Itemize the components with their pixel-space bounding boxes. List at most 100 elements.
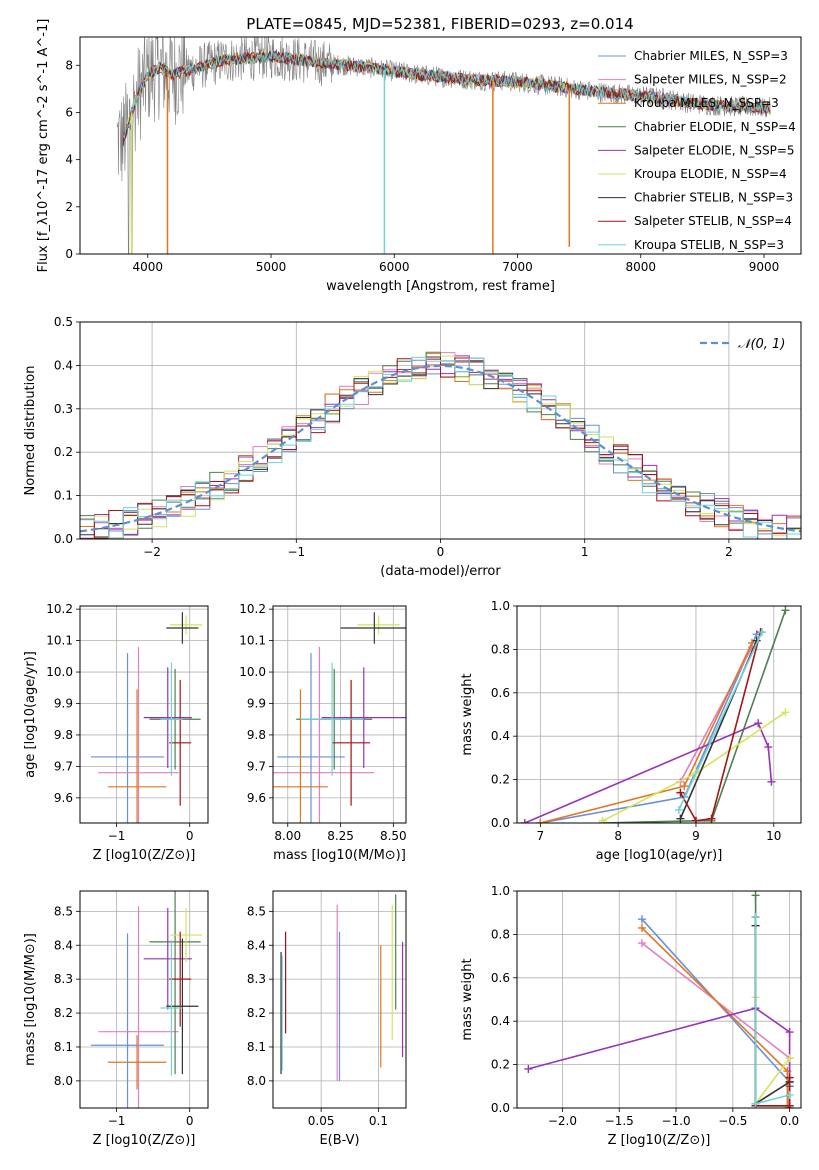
mass-weight-series-line xyxy=(754,895,791,1107)
y-tick-label: 8.3 xyxy=(247,972,266,986)
mass-weight-series-line xyxy=(602,610,787,823)
y-tick-label: 8.0 xyxy=(247,1074,266,1088)
y-tick-label: 0.6 xyxy=(491,971,510,985)
legend-label: Salpeter ELODIE, N_SSP=5 xyxy=(634,143,795,157)
y-tick-label: 9.8 xyxy=(54,728,73,742)
y-tick-label: 8.5 xyxy=(54,904,73,918)
mass-weight-point-marker xyxy=(637,923,646,932)
y-tick-label: 0.0 xyxy=(491,816,510,830)
legend-label: Kroupa MILES, N_SSP=3 xyxy=(634,96,779,110)
mass-weight-point-marker xyxy=(785,1073,794,1082)
mass-weight-point-marker xyxy=(524,1064,533,1073)
mass-weight-point-marker xyxy=(520,819,529,823)
y-tick-label: 10.2 xyxy=(46,602,73,616)
x-tick-label: −0.5 xyxy=(718,1114,747,1128)
y-tick-label: 4 xyxy=(65,153,73,167)
y-tick-label: 0.5 xyxy=(54,315,73,329)
y-axis-label: Normed distribution xyxy=(23,366,38,496)
y-tick-label: 9.6 xyxy=(247,791,266,805)
x-tick-label: 10 xyxy=(766,829,781,843)
x-tick-label: 7 xyxy=(537,829,545,843)
x-tick-label: 7000 xyxy=(502,260,533,274)
x-tick-label: 0 xyxy=(186,1114,194,1128)
x-tick-label: 8 xyxy=(614,829,622,843)
normal-reference-curve xyxy=(80,364,801,533)
x-tick-label: −1 xyxy=(108,829,126,843)
mass-weight-point-marker xyxy=(751,1099,760,1108)
y-tick-label: 8.4 xyxy=(247,938,266,952)
mass-weight-vs-age-panel: 7 8 9 10 0.0 0.2 0.4 0.6 0.8 1.0 age [log10(age/yr… xyxy=(460,599,802,863)
y-tick-label: 0.8 xyxy=(491,642,510,656)
y-axis-label: mass weight xyxy=(460,673,475,755)
mass-vs-metallicity-panel: −1 0 8.0 8.1 8.2 8.3 8.4 8.5 Z [log10(Z/Z⊙)] mass… xyxy=(23,890,209,1148)
y-tick-label: 6 xyxy=(65,105,73,119)
x-axis-label: age [log10(age/yr)] xyxy=(596,848,723,863)
y-axis-label: age [log10(age/yr)] xyxy=(23,651,38,778)
y-tick-label: 8.1 xyxy=(247,1040,266,1054)
y-axis-label: mass weight xyxy=(460,958,475,1040)
histogram-step-series xyxy=(80,356,801,539)
age-vs-mass-panel: 8.00 8.25 8.50 9.6 9.7 9.8 9.9 10.0 10.1 10.2 mass… xyxy=(239,602,407,863)
x-tick-label: −1.5 xyxy=(605,1114,634,1128)
mass-weight-point-marker xyxy=(781,708,790,717)
y-tick-label: 9.6 xyxy=(54,791,73,805)
mass-weight-point-marker xyxy=(785,1028,794,1037)
legend-label: 𝒩(0, 1) xyxy=(738,337,785,352)
mass-weight-series-line xyxy=(641,918,791,1106)
x-tick-label: 0 xyxy=(437,545,445,559)
age-vs-metallicity-panel: −1 0 9.6 9.7 9.8 9.9 10.0 10.1 10.2 Z [log10(Z/Z⊙… xyxy=(23,602,209,863)
mass-weight-point-marker xyxy=(785,1090,794,1099)
x-tick-label: 0.0 xyxy=(780,1114,799,1128)
x-axis-label: Z [log10(Z/Z⊙)] xyxy=(608,1133,711,1148)
mass-weight-point-marker xyxy=(676,814,685,823)
mass-weight-point-marker xyxy=(785,1054,794,1063)
x-tick-label: 9000 xyxy=(749,260,780,274)
mass-weight-vs-metallicity-panel: −2.0 −1.5 −1.0 −0.5 0.0 0.0 0.2 0.4 0.6 0.8 1.0 Z [… xyxy=(460,884,802,1148)
plot-area xyxy=(116,37,771,254)
mass-weight-series-line xyxy=(528,1007,791,1108)
axes-frame xyxy=(79,605,209,824)
mass-weight-point-marker xyxy=(754,719,763,728)
mass-weight-series-line xyxy=(678,631,763,811)
y-tick-label: 9.7 xyxy=(54,759,73,773)
x-axis-label: Z [log10(Z/Z⊙)] xyxy=(93,848,196,863)
mass-weight-point-marker xyxy=(758,628,767,637)
x-tick-label: 4000 xyxy=(133,260,164,274)
x-tick-label: −1.0 xyxy=(661,1114,690,1128)
plot-area xyxy=(80,891,208,1108)
mass-weight-point-marker xyxy=(751,913,760,922)
mass-weight-point-marker xyxy=(637,939,646,948)
y-tick-label: 8.5 xyxy=(247,904,266,918)
mass-weight-point-marker xyxy=(707,814,716,823)
plot-area xyxy=(273,891,406,1108)
y-axis-label: mass [log10(M/M⊙)] xyxy=(23,933,38,1066)
mass-weight-point-marker xyxy=(598,816,607,823)
legend-label: Salpeter STELIB, N_SSP=4 xyxy=(634,214,792,228)
x-axis-label: Z [log10(Z/Z⊙)] xyxy=(93,1133,196,1148)
axes-frame xyxy=(272,605,407,824)
residual-histogram-panel: −2 −1 0 1 2 0.0 0.1 0.2 0.3 0.4 0.5 (data-model)/er… xyxy=(23,315,802,579)
legend-label: Kroupa ELODIE, N_SSP=4 xyxy=(634,167,787,181)
x-axis-label: (data-model)/error xyxy=(380,564,501,579)
axes-frame xyxy=(516,890,802,1109)
x-tick-label: 9 xyxy=(692,829,700,843)
mass-weight-point-marker xyxy=(781,606,790,615)
mass-weight-point-marker xyxy=(751,891,760,900)
axes-frame xyxy=(79,890,209,1109)
y-tick-label: 0.4 xyxy=(54,358,73,372)
mass-weight-point-marker xyxy=(691,816,700,823)
mass-weight-point-marker xyxy=(747,638,756,647)
spectrum-panel: 4000 5000 6000 7000 8000 9000 0 2 4 6 8 wavelength … xyxy=(36,19,802,294)
y-tick-label: 0.0 xyxy=(491,1101,510,1115)
figure-title: PLATE=0845, MJD=52381, FIBERID=0293, z=0… xyxy=(246,15,633,33)
mass-weight-point-marker xyxy=(674,805,683,814)
y-tick-label: 9.9 xyxy=(247,696,266,710)
x-tick-label: 6000 xyxy=(379,260,410,274)
mass-weight-series-line xyxy=(679,631,762,822)
axes-frame xyxy=(79,36,802,255)
y-tick-label: 10.0 xyxy=(46,665,73,679)
y-tick-label: 2 xyxy=(65,200,73,214)
x-tick-label: 0 xyxy=(186,829,194,843)
x-tick-label: 0.1 xyxy=(369,1114,388,1128)
